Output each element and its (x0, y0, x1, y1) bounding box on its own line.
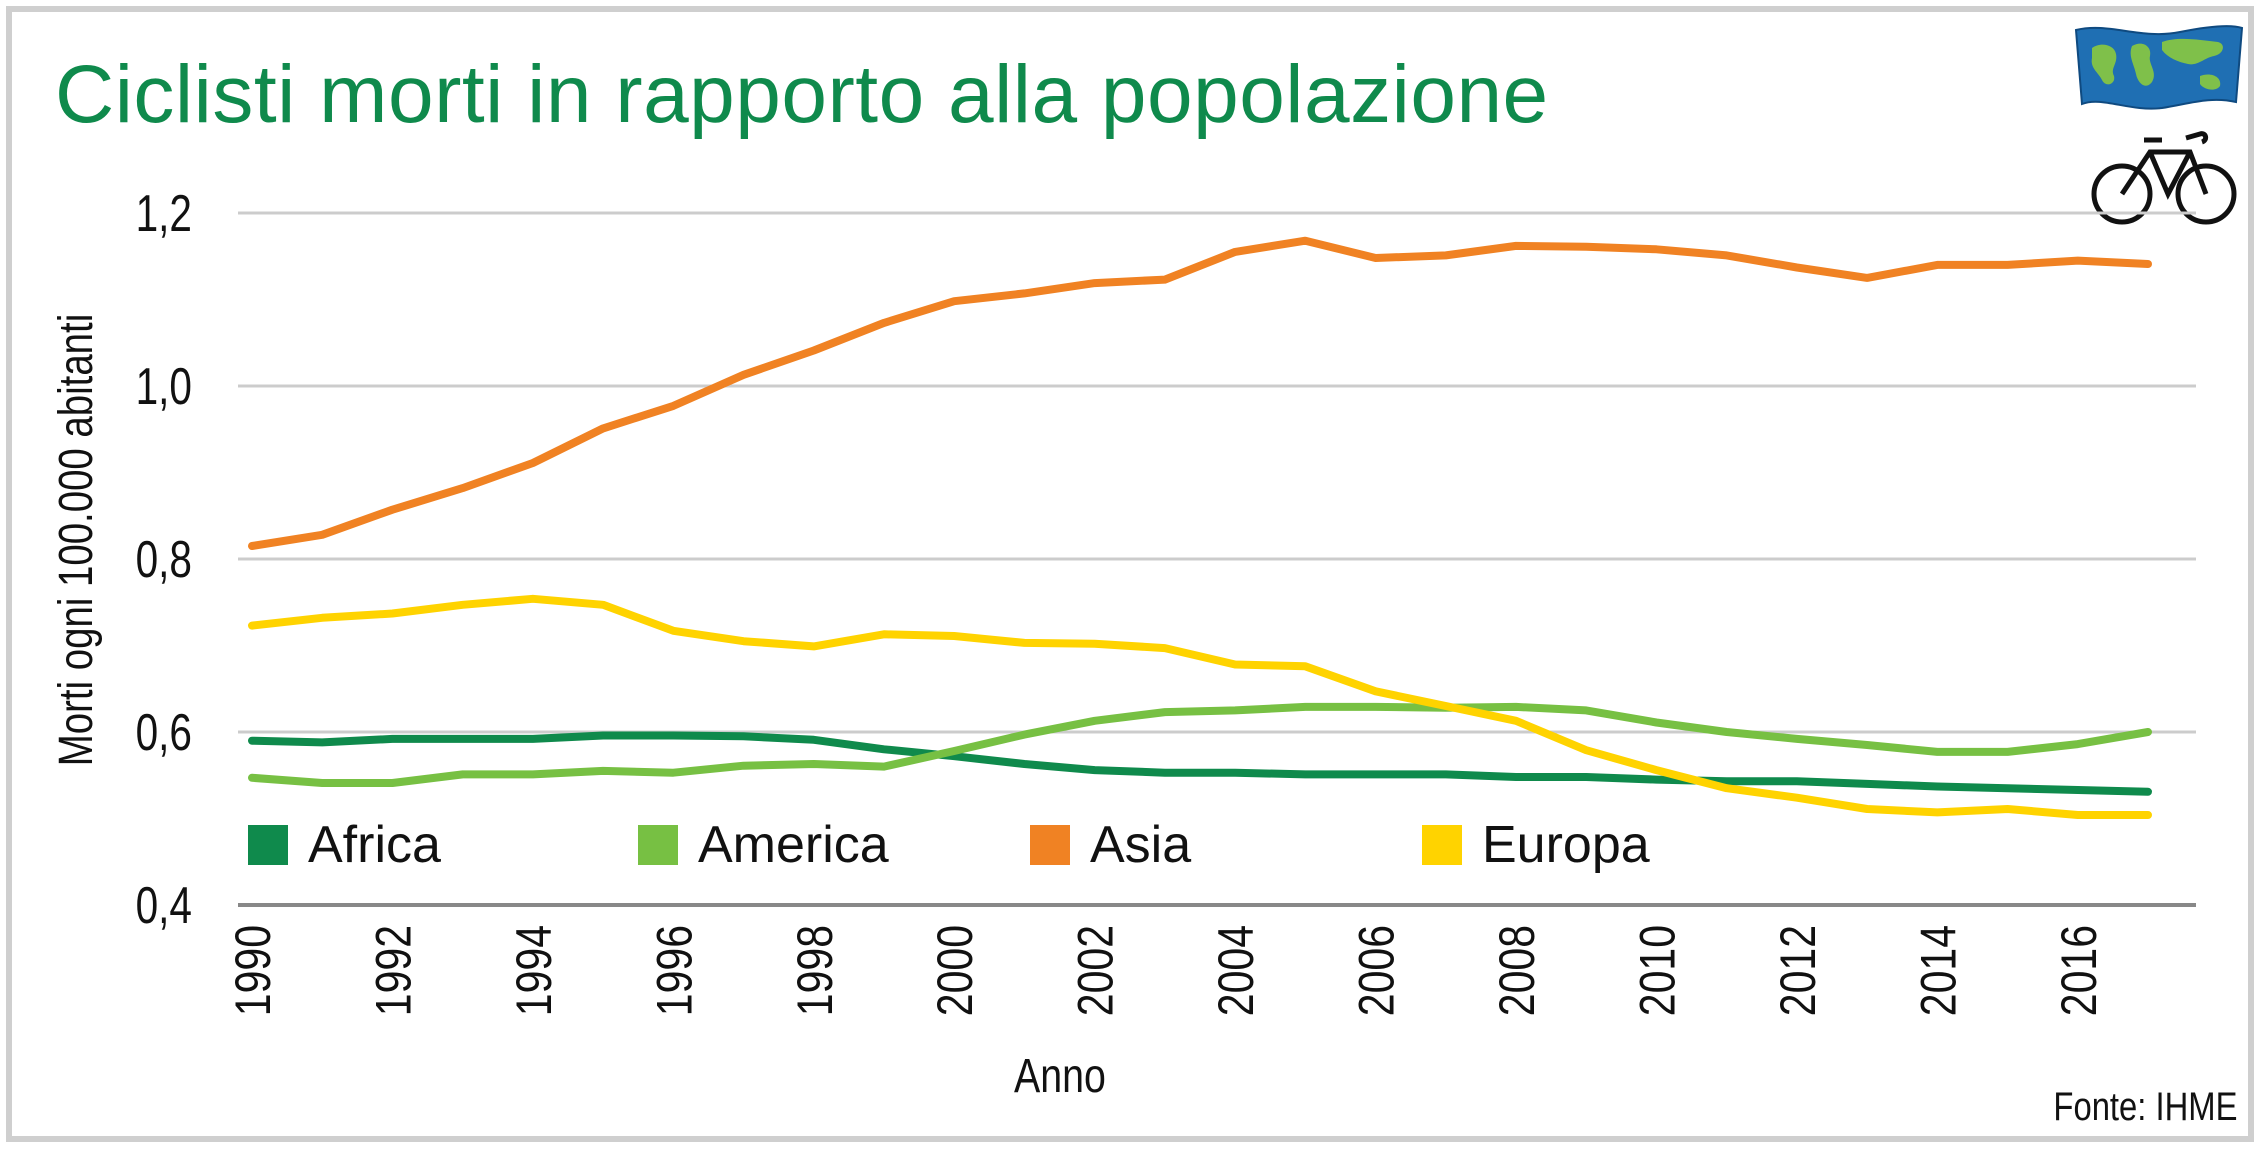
chart-title: Ciclisti morti in rapporto alla popolazi… (55, 49, 1549, 140)
legend-label-america: America (698, 816, 889, 874)
x-tick-label: 2004 (1208, 925, 1264, 1016)
x-tick-label: 2008 (1489, 925, 1545, 1016)
world-map-flag-icon (2074, 25, 2244, 110)
legend-swatch-africa (248, 825, 288, 865)
chart-frame (6, 6, 2254, 1142)
series-lines (248, 236, 2152, 819)
y-tick-label: 1,2 (136, 184, 192, 242)
y-tick-label: 0,6 (136, 703, 192, 761)
series-line-africa (248, 731, 2152, 796)
series-line-europa (248, 594, 2152, 819)
x-tick-label: 1998 (787, 925, 843, 1016)
legend-swatch-europa (1422, 825, 1462, 865)
legend: Africa America Asia Europa (248, 816, 1650, 874)
x-tick-label: 2012 (1770, 925, 1826, 1016)
series-line-asia (248, 236, 2152, 550)
icons-group (2074, 25, 2244, 225)
x-tick-label: 1996 (646, 925, 702, 1016)
legend-swatch-asia (1030, 825, 1070, 865)
x-tick-label: 2016 (2051, 925, 2107, 1016)
x-axis-label: Anno (1014, 1049, 1106, 1103)
x-tick-label: 1990 (225, 925, 281, 1016)
y-axis-label: Morti ogni 100.000 abitanti (50, 314, 103, 766)
x-tick-label: 1994 (506, 925, 562, 1016)
legend-label-africa: Africa (308, 816, 441, 874)
x-tick-label: 2000 (927, 925, 983, 1016)
x-tick-labels: 1990 1992 1994 1996 1998 2000 2002 2004 2006 2008… (225, 925, 2107, 1016)
y-tick-labels: 0,4 0,6 0,8 1,0 1,2 (136, 184, 192, 934)
y-tick-label: 1,0 (136, 357, 192, 415)
legend-label-europa: Europa (1482, 816, 1650, 874)
x-tick-label: 2010 (1630, 925, 1686, 1016)
x-tick-label: 2002 (1068, 925, 1124, 1016)
x-tick-label: 2006 (1349, 925, 1405, 1016)
legend-label-asia: Asia (1090, 816, 1191, 874)
source-label: Fonte: IHME (2053, 1085, 2238, 1129)
y-tick-label: 0,4 (136, 876, 192, 934)
y-tick-label: 0,8 (136, 530, 192, 588)
bicycle-icon (2091, 131, 2237, 225)
gridlines (238, 211, 2196, 734)
legend-swatch-america (638, 825, 678, 865)
x-tick-label: 1992 (366, 925, 422, 1016)
x-tick-label: 2014 (1910, 925, 1966, 1016)
series-line-america (248, 702, 2152, 787)
